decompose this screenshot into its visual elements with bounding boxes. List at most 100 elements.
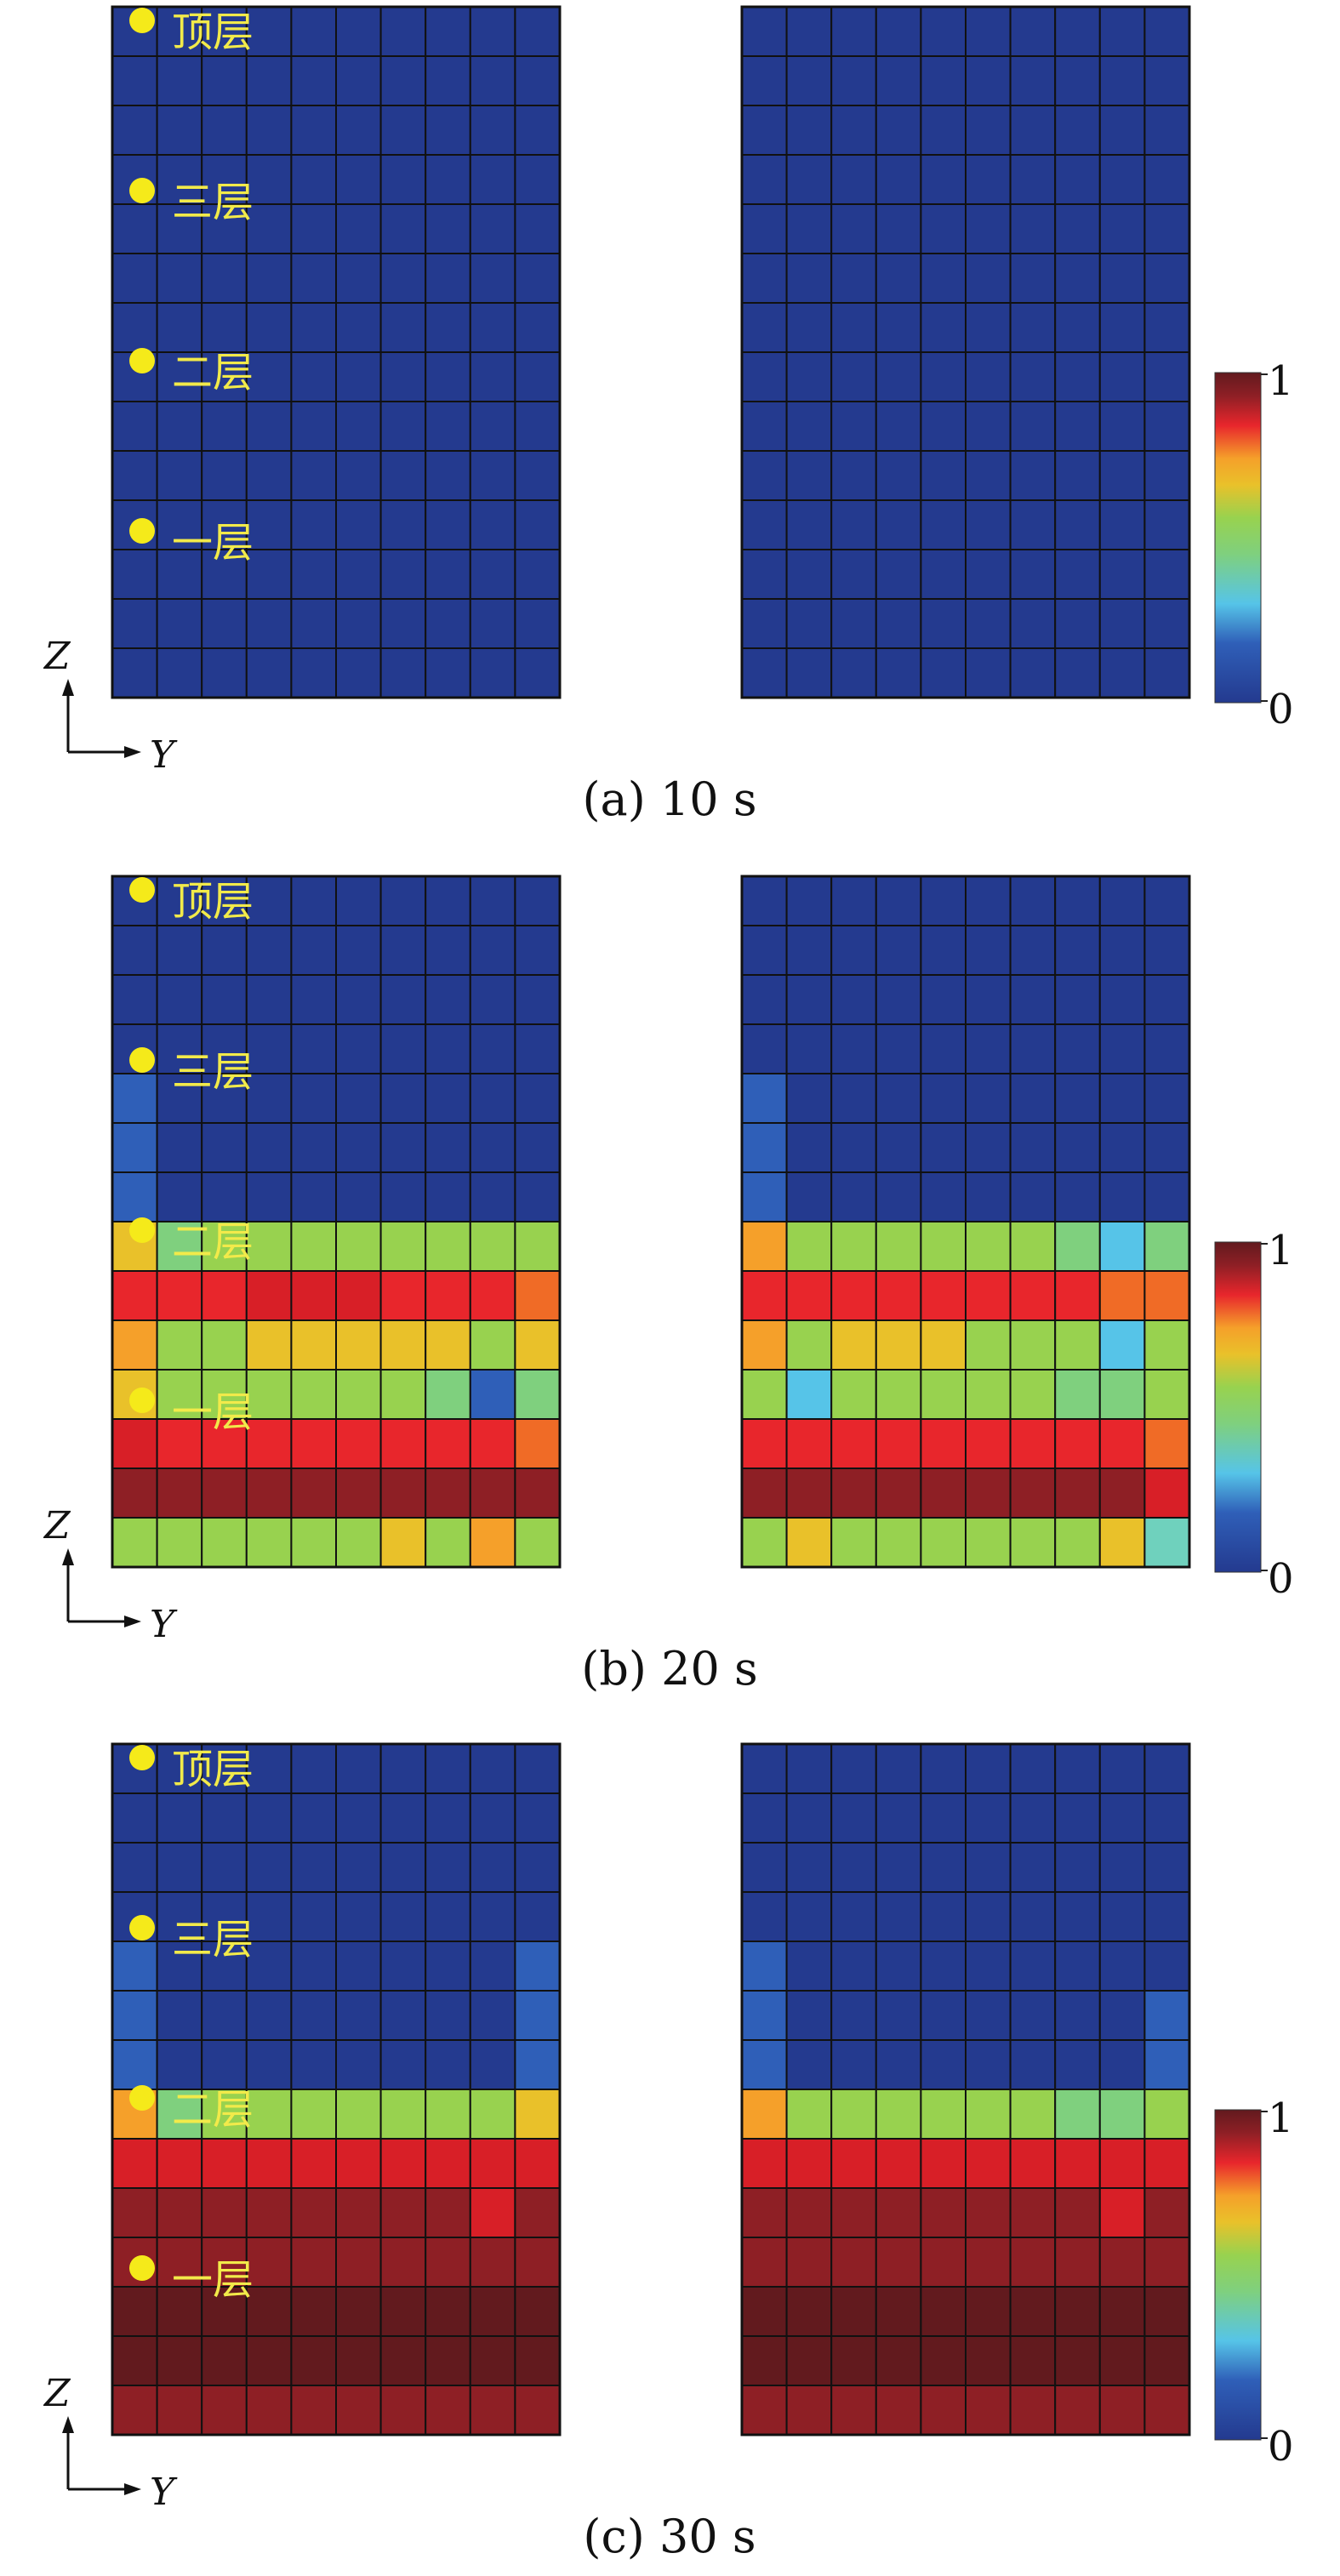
grid-cell [290,2138,337,2189]
grid-cell [156,2187,203,2238]
grid-cell [1054,1221,1101,1272]
grid-cell [1143,1990,1191,2041]
panel-caption: (b) 20 s [581,1642,757,1695]
grid-cell [785,499,833,550]
grid-cell [785,647,833,698]
grid-cell [1098,1842,1146,1893]
grid-cell [785,598,833,649]
grid-cell [425,1171,471,1222]
grid-cell [335,2335,382,2386]
grid-cell [1009,1369,1057,1420]
grid-cell [920,1990,967,2041]
grid-cell [245,2089,293,2140]
grid-cell [335,1990,382,2041]
grid-cell [469,1941,516,1992]
grid-cell [785,1171,833,1222]
grid-cell [920,1369,967,1420]
grid-cell [920,2335,967,2386]
grid-cell [830,2089,877,2140]
grid-cell [875,647,922,698]
grid-cell [335,598,382,649]
grid-cell [875,2237,922,2288]
grid-cell [1054,598,1101,649]
grid-cell [1098,1221,1146,1272]
grid-cell [785,1073,833,1124]
grid-cell [335,1319,382,1371]
grid-cell [156,203,203,254]
grid-cell [111,1990,158,2041]
grid-cell [379,1891,427,1942]
grid-cell [379,1073,427,1124]
grid-cell [920,1073,967,1124]
z-axis-label: Z [43,635,71,678]
grid-cell [1098,253,1146,304]
grid-cell [785,401,833,452]
grid-cell [290,549,337,600]
grid-cell [830,105,877,156]
grid-cell [469,203,516,254]
grid-cell [875,598,922,649]
grid-cell [514,1270,562,1321]
grid-cell [156,1517,203,1568]
grid-cell [830,1023,877,1074]
grid-cell [245,1517,293,1568]
grid-cell [741,2385,788,2436]
grid-cell [920,2187,967,2238]
grid-cell [245,2138,293,2189]
grid-cell [425,450,471,501]
grid-cell [1054,875,1101,926]
grid-cell [1098,875,1146,926]
grid-cell [965,55,1012,106]
grid-cell [425,2385,471,2436]
grid-cell [830,6,877,57]
grid-cell [875,1990,922,2041]
grid-cell [111,647,158,698]
grid-cell [830,1941,877,1992]
grid-border [740,5,1191,699]
grid-cell [290,499,337,550]
grid-cell [830,647,877,698]
grid-cell [1009,1792,1057,1844]
grid-cell [379,450,427,501]
grid-cell [514,253,562,304]
grid-cell [425,1023,471,1074]
grid-cell [425,1319,471,1371]
grid-cell [920,154,967,205]
grid-cell [1054,154,1101,205]
grid-cell [111,401,158,452]
grid-cell [469,598,516,649]
grid-cell [920,1891,967,1942]
grid-cell [1054,401,1101,452]
grid-cell [514,2335,562,2386]
grid-border [111,875,562,1569]
grid-cell [1009,499,1057,550]
y-axis-label: Y [150,1603,178,1646]
grid-cell [965,2286,1012,2337]
grid-cell [469,351,516,402]
floor-label: 二层 [172,2086,254,2134]
grid-cell [920,1517,967,1568]
grid-cell [875,2286,922,2337]
grid-cell [245,1171,293,1222]
grid-cell [830,154,877,205]
grid-cell [425,154,471,205]
grid-cell [245,1270,293,1321]
grid-cell [1009,351,1057,402]
grid-cell [514,1842,562,1893]
grid-cell [741,1891,788,1942]
grid-cell [1054,1369,1101,1420]
grid-right-2 [740,1742,1191,2436]
grid-cell [379,1468,427,1519]
grid-cell [1054,1792,1101,1844]
grid-cell [1143,1171,1191,1222]
grid-cell [741,2237,788,2288]
grid-cell [1009,1221,1057,1272]
grid-cell [1054,2039,1101,2090]
grid-cell [290,2187,337,2238]
grid-cell [1098,105,1146,156]
grid-cell [425,925,471,976]
grid-cell [920,1023,967,1074]
grid-cell [514,450,562,501]
grid-cell [335,1842,382,1893]
grid-cell [875,1270,922,1321]
